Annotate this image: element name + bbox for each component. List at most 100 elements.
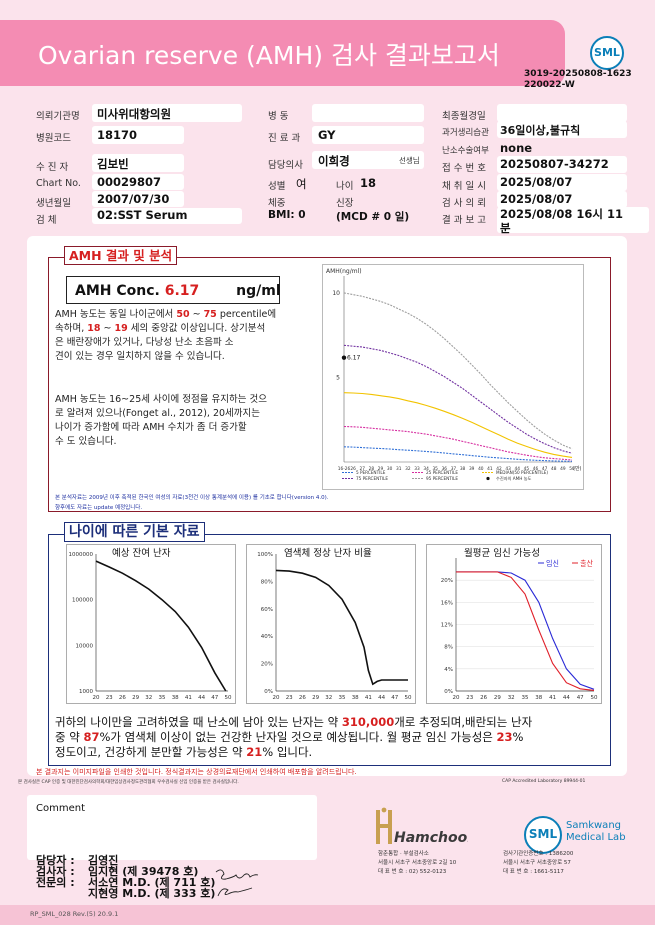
ward-box [312,104,424,122]
xtick-label: 20 [273,695,280,701]
result-label: 결 과 보 고 [442,215,487,226]
signer-row: 담당자 : 김영진 [36,854,119,867]
hospital-value: 미사위대항의원 [97,107,172,121]
signer-row: 지현영 M.D. (제 333 호) [88,887,216,900]
amh-xtick-label: 37 [451,466,457,472]
xtick-label: 26 [119,695,126,701]
result-box [497,207,649,233]
cap-accreditation: CAP Accredited Laboratory 89944-01 [502,779,586,784]
xtick-label: 44 [563,695,570,701]
weight-label: 체중 [268,198,286,209]
form-code: RP_SML_028 Rev.(5) 20.9.1 [30,910,119,918]
amh-percentile-chart: AMH(ng/ml) 5 10 16-26 26 27 28 29 30 31 32 33 34 35 3… [322,264,584,490]
age-low: 18 [87,323,101,334]
xtick-label: 47 [391,695,398,701]
analysis-footnote-2: 향후에도 자료는 update 예정입니다. [55,505,143,511]
amh-xtick-label: 35 [432,466,438,472]
chart-label: Chart No. [36,178,81,189]
xtick-label: 32 [145,695,152,701]
percentile-low: 50 [176,309,190,320]
xtick-label: 23 [106,695,113,701]
specimen-label: 검 체 [36,215,57,226]
physician-box [312,151,424,169]
xtick-label: 38 [352,695,359,701]
signer-row: 전문의 : 서소연 M.D. (제 711 호) [36,876,216,889]
birth-box [92,191,184,207]
amh-legend-label: MEDIAN(50 PERCENTILE) [496,470,548,475]
hospital-label: 의뢰기관명 [36,111,80,122]
ytick-label: 12% [441,623,453,629]
xtick-label: 35 [159,695,166,701]
signature-image [215,869,259,897]
receipt-box [497,156,627,173]
xtick-label: 44 [378,695,385,701]
xtick-label: 29 [494,695,501,701]
amh-xtick-label: 31 [396,466,402,472]
xtick-label: 26 [299,695,306,701]
amh-xtick-label: 46 [533,466,539,472]
sml-logo-icon: SML [590,36,624,70]
amh-xtick-label: 32 [405,466,411,472]
eggs-value: 310,000 [341,715,395,729]
amh-xtick-label: 27 [360,466,366,472]
dept-box [312,126,424,144]
signer-row: 검사자 : 임지현 (제 39478 호) [36,865,199,878]
receipt-value: 20250807-34272 [500,157,609,171]
xtick-label: 35 [522,695,529,701]
past-history-value: 36일이상,불규칙 [500,124,581,137]
mcd-value: (MCD # 0 일) [336,211,410,223]
ytick-label: 1000 [79,689,93,695]
last-menses-label: 최종월경일 [442,111,486,122]
sex-label: 성별 [268,181,286,192]
doctor-value: 김보빈 [97,157,129,171]
hospital-code-value: 18170 [97,128,138,142]
amh-xtick-label: 43 [505,466,511,472]
amh-xtick-label: 36 [442,466,448,472]
bmi-value: BMI: 0 [268,209,306,221]
amh-xtick-label: 41 [487,466,493,472]
physician-value: 이희경 [318,154,350,168]
xtick-label: 41 [549,695,556,701]
xtick-label: 20 [453,695,460,701]
pregnancy-series-line [456,571,595,691]
ytick-label: 10000 [76,643,94,649]
amh-legend-label: 5 PERCENTILE [356,470,386,475]
xtick-label: 20 [93,695,100,701]
ytick-label: 100000 [72,598,93,604]
comment-label: Comment [36,803,85,814]
note-print: 본 결과지는 이미지파일을 인쇄한 것입니다. 정식결과지는 상경의료재단에서 … [36,768,357,776]
physician-suffix: 선생님 [399,156,420,165]
chart-title: 월평균 임신 가능성 [464,547,540,559]
note-accreditation: 본 검사실은 CAP 인증 및 대한진단검사의학회/대한임상검사정도관리협회 우… [18,780,239,785]
xtick-label: 38 [172,695,179,701]
amh-xtick-label: 38 [460,466,466,472]
report-title: Ovarian reserve (AMH) 검사 결과보고서 [38,41,500,70]
xtick-label: 41 [365,695,372,701]
ytick-label: 0% [264,689,273,695]
amh-concentration-box: AMH Conc. 6.17 ng/ml [66,276,281,304]
sex-value: 여 [296,177,307,191]
removal-label: 난소수술여부 [442,146,489,156]
doctor-label: 수 진 자 [36,162,69,173]
sml-name: Samkwang Medical Lab [566,820,626,843]
amh-xtick-label: 50 [569,466,575,472]
amh-ytick-label: 10 [332,290,340,297]
basic-summary: 귀하의 나이만을 고려하였을 때 난소에 남아 있는 난자는 약 310,000… [55,715,533,759]
ytick-label: 4% [444,667,453,673]
age-value: 18 [360,176,377,190]
analysis-text-1: AMH 농도는 동일 나이군에서 50 ~ 75 percentile에 속하며… [55,309,277,362]
birth-value: 2007/07/30 [97,192,170,206]
report-number: 3019-20250808-1623 220022-W [524,69,632,90]
ytick-label: 0% [444,689,453,695]
amh-series-line [343,292,573,450]
ytick-label: 16% [441,600,453,606]
xtick-label: 50 [405,695,412,701]
amh-xtick-label: 49 [560,466,566,472]
test-label: 검 사 의 뢰 [442,198,487,209]
xtick-label: 32 [508,695,515,701]
amh-xtick-label: 33 [414,466,420,472]
test-box [497,191,627,208]
amh-legend-label: 수진자의 AMH 농도 [496,475,532,482]
xtick-label: 32 [325,695,332,701]
